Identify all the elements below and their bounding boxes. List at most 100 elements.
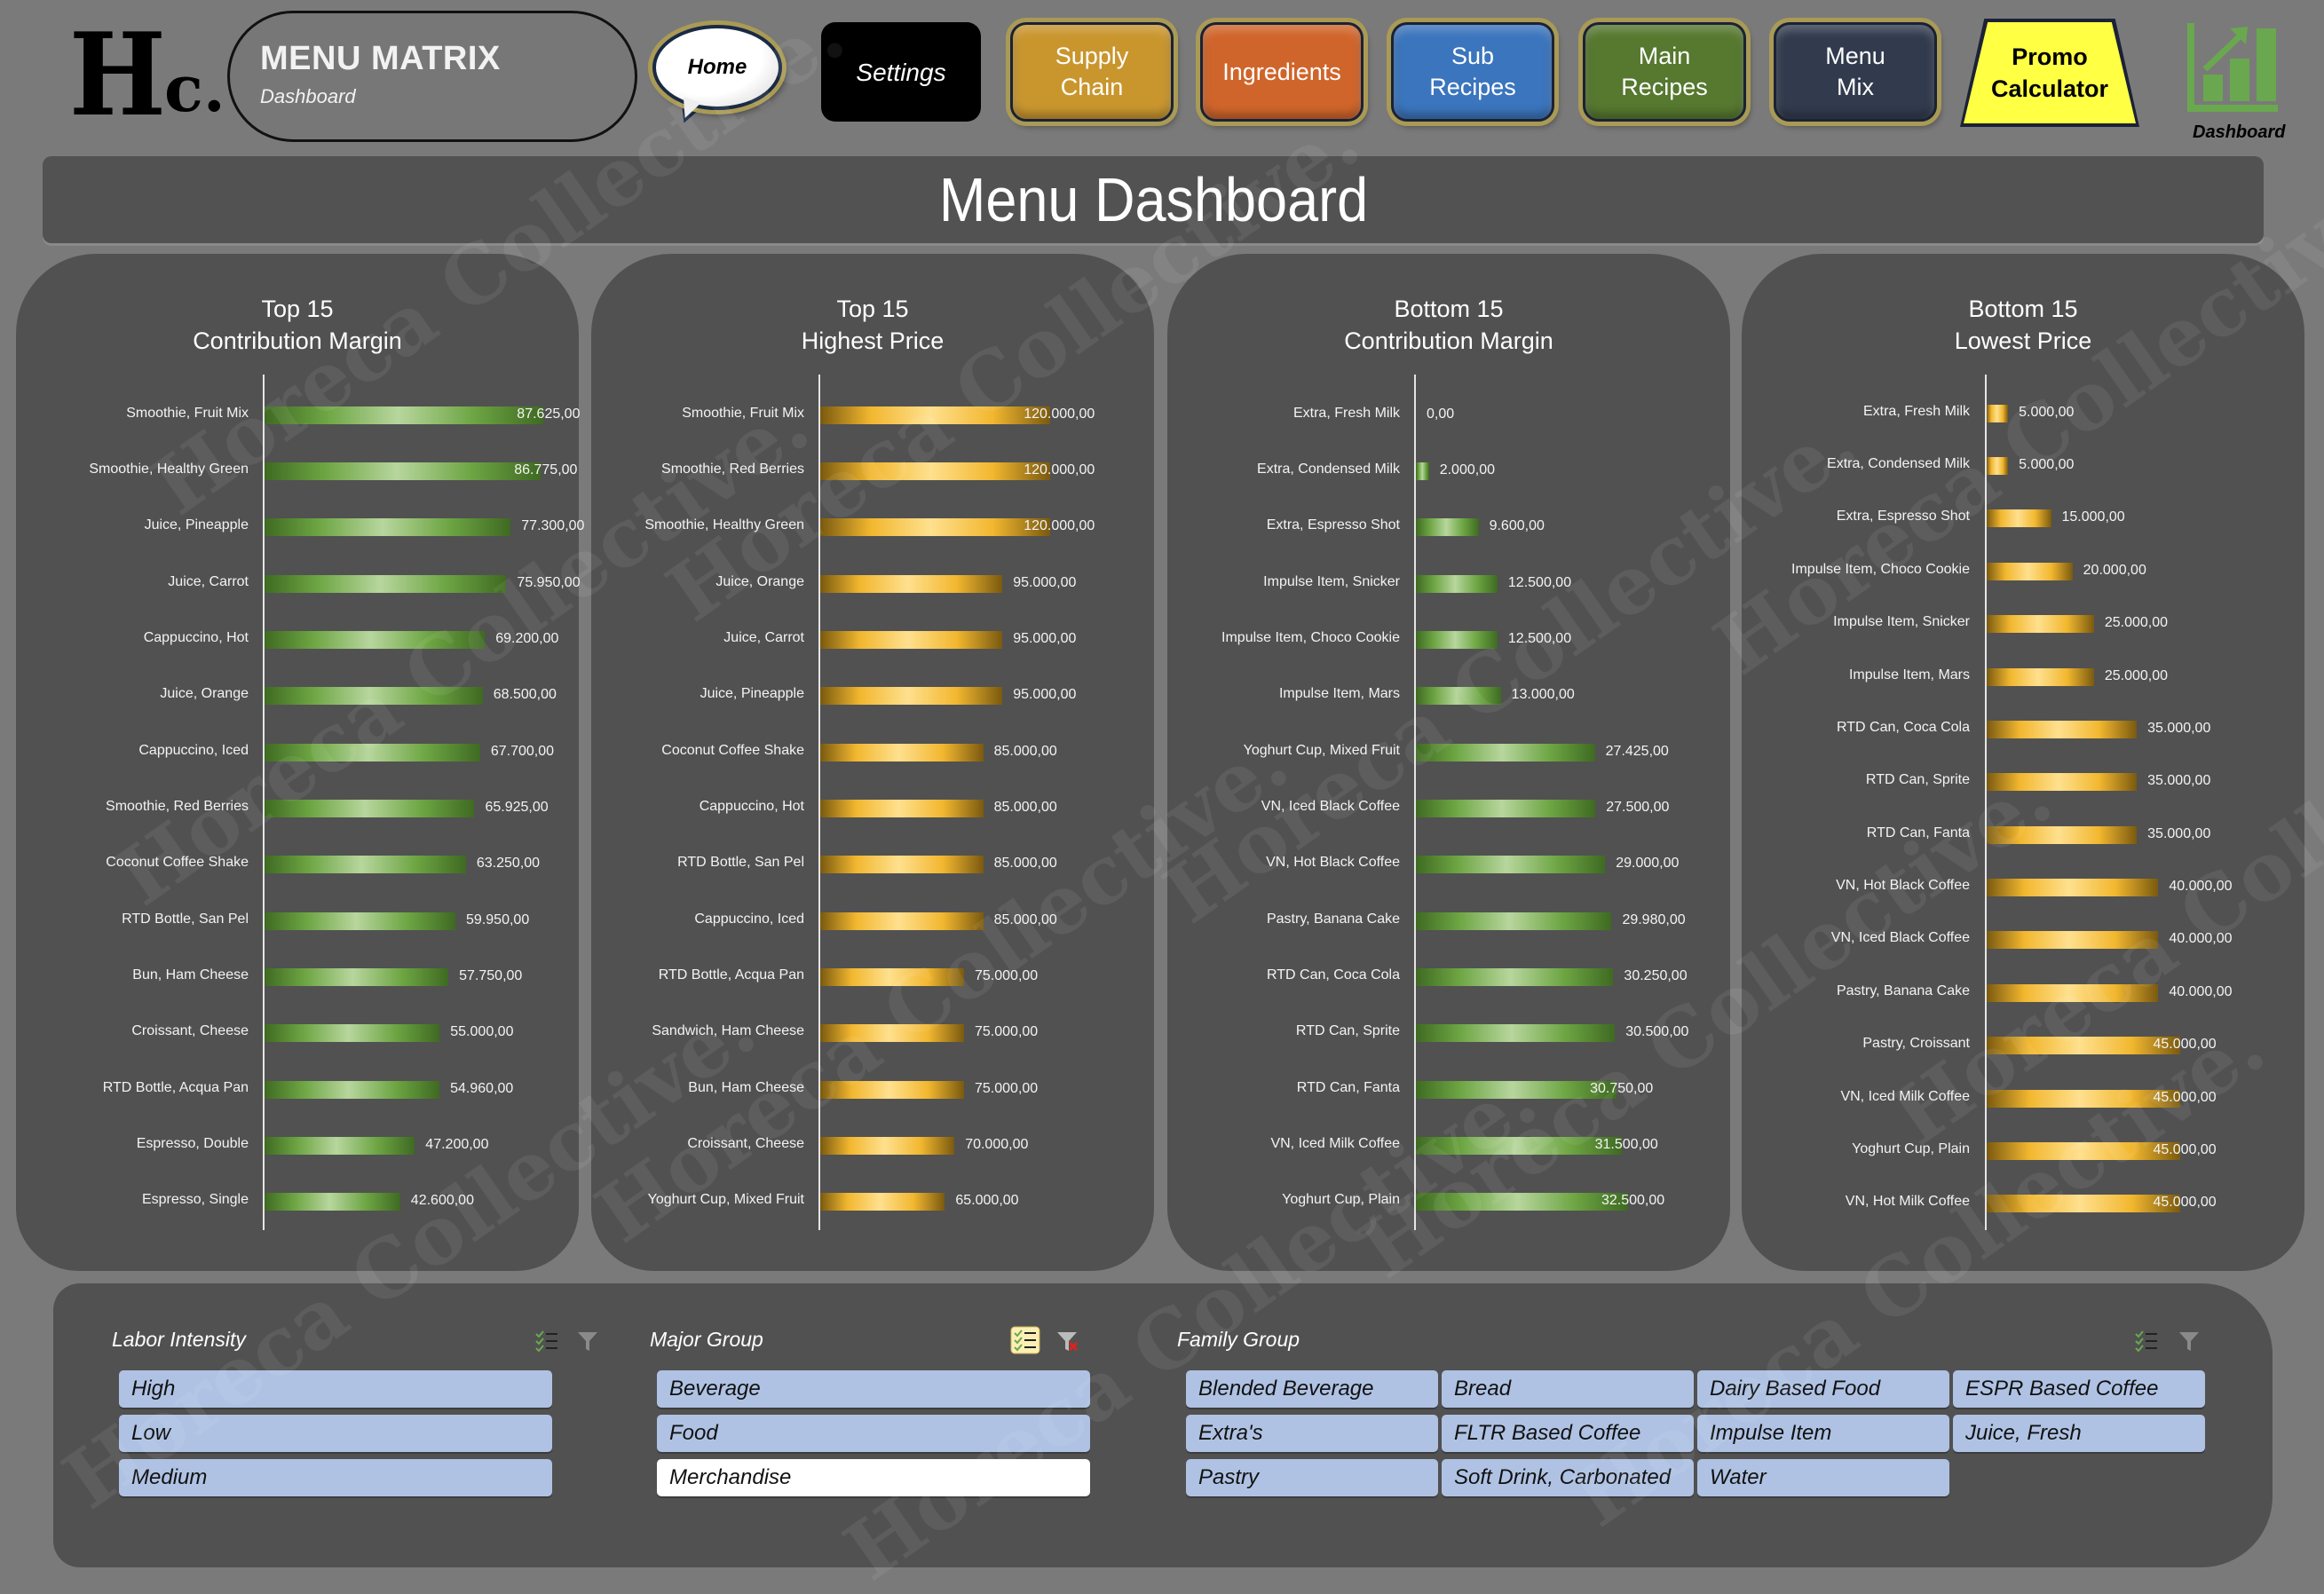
category-label: RTD Bottle, San Pel (122, 911, 249, 927)
data-bar[interactable] (265, 800, 475, 817)
data-bar[interactable] (1416, 1024, 1616, 1043)
sub-recipes-button[interactable]: Sub Recipes (1391, 22, 1554, 122)
data-bar[interactable] (1416, 462, 1429, 480)
slicer-item-fltr-based-coffee[interactable]: FLTR Based Coffee (1442, 1415, 1694, 1452)
data-bar[interactable] (820, 1024, 964, 1043)
data-bar[interactable] (1416, 574, 1498, 593)
data-bar[interactable] (1987, 404, 2009, 422)
data-bar[interactable] (1987, 667, 2094, 686)
slicer-item-bread[interactable]: Bread (1442, 1370, 1694, 1408)
data-bar[interactable] (820, 856, 984, 874)
multi-select-icon[interactable] (2134, 1330, 2159, 1353)
slicer-item-water[interactable]: Water (1697, 1459, 1949, 1496)
slicer-item-high[interactable]: High (119, 1370, 552, 1408)
data-bar[interactable] (820, 1137, 955, 1155)
data-bar[interactable] (265, 911, 456, 930)
data-bar[interactable] (265, 1193, 400, 1211)
data-bar[interactable] (820, 406, 1051, 424)
slicer-item-medium[interactable]: Medium (119, 1459, 552, 1496)
data-bar[interactable] (265, 462, 541, 480)
data-bar[interactable] (820, 1193, 945, 1211)
data-bar[interactable] (820, 968, 964, 986)
data-bar[interactable] (265, 406, 544, 424)
slicer-item-merchandise[interactable]: Merchandise (657, 1459, 1090, 1496)
data-bar[interactable] (820, 631, 1003, 649)
data-bar[interactable] (1987, 983, 2159, 1002)
data-bar[interactable] (820, 911, 984, 930)
data-bar[interactable] (820, 800, 984, 817)
clear-filter-icon[interactable] (2177, 1330, 2201, 1353)
slicer-item-low[interactable]: Low (119, 1415, 552, 1452)
category-label: VN, Hot Black Coffee (1836, 878, 1970, 894)
slicer-item-food[interactable]: Food (657, 1415, 1090, 1452)
data-bar[interactable] (1987, 931, 2159, 950)
data-bar[interactable] (820, 574, 1003, 593)
data-bar[interactable] (265, 743, 480, 761)
data-bar[interactable] (1416, 968, 1614, 986)
data-bar[interactable] (265, 574, 507, 593)
slicer-item-pastry[interactable]: Pastry (1186, 1459, 1438, 1496)
category-label: Smoothie, Red Berries (661, 462, 804, 477)
clear-filter-icon[interactable] (575, 1330, 600, 1353)
data-bar[interactable] (1416, 856, 1606, 874)
data-bar[interactable] (820, 462, 1051, 480)
data-bar[interactable] (1416, 911, 1612, 930)
data-bar[interactable] (1987, 562, 2073, 580)
data-bar[interactable] (265, 856, 466, 874)
data-bar[interactable] (265, 631, 486, 649)
slicer-item-beverage[interactable]: Beverage (657, 1370, 1090, 1408)
data-bar[interactable] (265, 1024, 440, 1043)
promo-calculator-button[interactable]: Promo Calculator (1960, 19, 2139, 127)
slicer-item-dairy-based-food[interactable]: Dairy Based Food (1697, 1370, 1949, 1408)
data-bar[interactable] (1416, 1193, 1628, 1211)
slicer-item-impulse-item[interactable]: Impulse Item (1697, 1415, 1949, 1452)
data-bar[interactable] (820, 518, 1051, 537)
data-bar[interactable] (265, 1080, 440, 1099)
clear-filter-icon-active[interactable] (1055, 1330, 1079, 1353)
home-button[interactable]: Home (652, 25, 786, 129)
data-bar[interactable] (820, 687, 1003, 706)
data-bar[interactable] (265, 968, 449, 986)
data-value-label: 12.500,00 (1507, 631, 1572, 646)
data-bar[interactable] (1987, 1195, 2180, 1213)
data-bar[interactable] (1416, 631, 1498, 649)
data-bar[interactable] (1987, 1089, 2180, 1108)
data-bar[interactable] (1987, 1037, 2180, 1055)
data-bar[interactable] (1987, 457, 2009, 476)
data-bar[interactable] (265, 518, 511, 537)
slicer-item-juice-fresh[interactable]: Juice, Fresh (1953, 1415, 2205, 1452)
data-value-label: 120.000,00 (1024, 518, 1095, 534)
data-bar[interactable] (1416, 1137, 1622, 1155)
speech-bubble-icon[interactable]: Home (652, 25, 782, 110)
multi-select-icon-active[interactable] (1010, 1326, 1040, 1354)
slicer-item-blended-beverage[interactable]: Blended Beverage (1186, 1370, 1438, 1408)
settings-button[interactable]: Settings (821, 22, 981, 122)
slicer-item-espr-based-coffee[interactable]: ESPR Based Coffee (1953, 1370, 2205, 1408)
slicer-item-soft-drink-carbonated[interactable]: Soft Drink, Carbonated (1442, 1459, 1694, 1496)
data-bar[interactable] (1416, 1080, 1617, 1099)
data-bar[interactable] (1987, 825, 2138, 844)
data-bar[interactable] (1987, 615, 2094, 634)
menu-mix-button[interactable]: Menu Mix (1774, 22, 1937, 122)
data-bar[interactable] (1987, 1141, 2180, 1160)
data-bar[interactable] (265, 687, 483, 706)
data-bar[interactable] (1987, 879, 2159, 897)
data-bar[interactable] (1987, 773, 2138, 792)
slicer-item-extras[interactable]: Extra's (1186, 1415, 1438, 1452)
data-bar[interactable] (265, 1137, 415, 1155)
data-bar[interactable] (1987, 509, 2051, 528)
dashboard-button[interactable]: Dashboard (2184, 20, 2290, 144)
data-bar[interactable] (1416, 687, 1501, 706)
main-recipes-button[interactable]: Main Recipes (1583, 22, 1746, 122)
supply-chain-button[interactable]: Supply Chain (1010, 22, 1174, 122)
data-bar[interactable] (1416, 518, 1479, 537)
data-bar[interactable] (820, 1080, 964, 1099)
data-bar[interactable] (1416, 743, 1595, 761)
category-label: VN, Iced Black Coffee (1261, 799, 1400, 814)
data-bar[interactable] (1416, 800, 1596, 817)
data-bar[interactable] (1987, 720, 2138, 738)
ingredients-button[interactable]: Ingredients (1200, 22, 1364, 122)
data-bar[interactable] (820, 743, 984, 761)
multi-select-icon[interactable] (534, 1330, 559, 1353)
data-value-label: 59.950,00 (466, 911, 530, 927)
